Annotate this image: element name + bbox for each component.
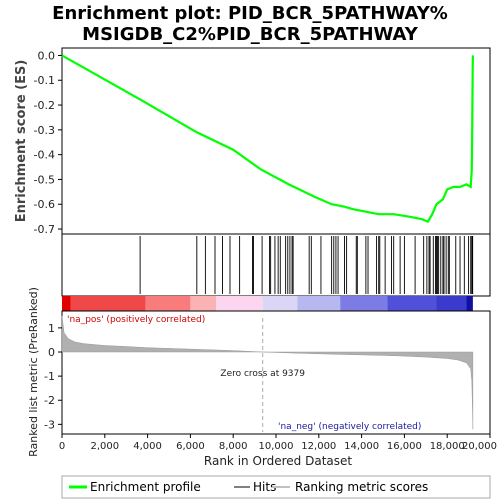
metric-y-axis-label: Ranked list metric (PreRanked) [27, 287, 40, 457]
enrichment-profile-line [61, 54, 474, 223]
metric-y-tick-label: -1 [44, 370, 55, 383]
es-y-tick-label: 0.0 [38, 49, 56, 62]
color-bar-segment [297, 296, 341, 311]
zero-cross-label: Zero cross at 9379 [220, 369, 305, 379]
hits-group [139, 236, 474, 294]
chart-title-line1: Enrichment plot: PID_BCR_5PATHWAY% [52, 3, 448, 24]
legend-label-hits: Hits [253, 480, 276, 494]
es-y-tick-label: -0.4 [34, 149, 55, 162]
color-bar-segment [190, 296, 217, 311]
x-tick-label: 18,000 [430, 441, 465, 452]
x-axis-ticks: 0 2,000 4,000 6,000 8,000 10,000 12,000 14,000 1… [59, 434, 497, 452]
color-bar-segment [436, 296, 467, 311]
metric-panel-frame [61, 310, 491, 435]
color-bar-segment [466, 296, 473, 311]
x-tick-label: 8,000 [219, 441, 248, 452]
rank-color-bar [62, 296, 473, 311]
legend: Enrichment profile Hits Ranking metric s… [61, 475, 491, 499]
es-y-tick-label: -0.1 [34, 74, 55, 87]
color-bar-segment [216, 296, 263, 311]
es-y-tick-label: -0.3 [34, 124, 55, 137]
pos-correlated-label: 'na_pos' (positively correlated) [67, 315, 205, 325]
x-tick-label: 14,000 [344, 441, 379, 452]
x-tick-label: 2,000 [90, 441, 119, 452]
x-tick-label: 12,000 [301, 441, 336, 452]
color-bar-segment [340, 296, 388, 311]
es-y-ticks: 0.0 -0.1 -0.2 -0.3 -0.4 -0.5 -0.6 -0.7 [34, 49, 62, 236]
x-tick-label: 20,000 [462, 441, 497, 452]
legend-label-metric: Ranking metric scores [295, 480, 428, 494]
es-y-tick-label: -0.5 [34, 173, 55, 186]
metric-area-group [61, 315, 474, 430]
es-y-tick-label: -0.7 [34, 223, 55, 236]
x-axis-label: Rank in Ordered Dataset [204, 454, 352, 468]
ranking-metric-area [61, 315, 474, 430]
color-bar-segment [387, 296, 437, 311]
legend-label-enrichment: Enrichment profile [90, 480, 201, 494]
x-tick-label: 4,000 [133, 441, 162, 452]
es-panel-frame [61, 47, 491, 235]
metric-y-tick-label: 0 [48, 346, 55, 359]
hits-panel-frame [61, 233, 491, 297]
x-tick-label: 6,000 [176, 441, 205, 452]
chart-title-line2: MSIGDB_C2%PID_BCR_5PATHWAY [82, 24, 419, 45]
metric-y-tick-label: -3 [44, 418, 55, 431]
x-tick-label: 0 [59, 441, 65, 452]
color-bar-segment [262, 296, 298, 311]
x-tick-label: 16,000 [387, 441, 422, 452]
color-bar-segment [145, 296, 191, 311]
es-line-group [61, 54, 474, 223]
metric-y-tick-label: -2 [44, 394, 55, 407]
es-y-axis-label: Enrichment score (ES) [14, 60, 29, 223]
es-y-tick-label: -0.6 [34, 198, 55, 211]
x-tick-label: 10,000 [259, 441, 294, 452]
color-bar-segment [70, 296, 146, 311]
neg-correlated-label: 'na_neg' (negatively correlated) [278, 422, 421, 432]
metric-y-tick-label: 1 [48, 322, 55, 335]
metric-y-ticks: 1 0 -1 -2 -3 [44, 322, 62, 431]
es-y-tick-label: -0.2 [34, 99, 55, 112]
color-bar-segment [62, 296, 71, 311]
